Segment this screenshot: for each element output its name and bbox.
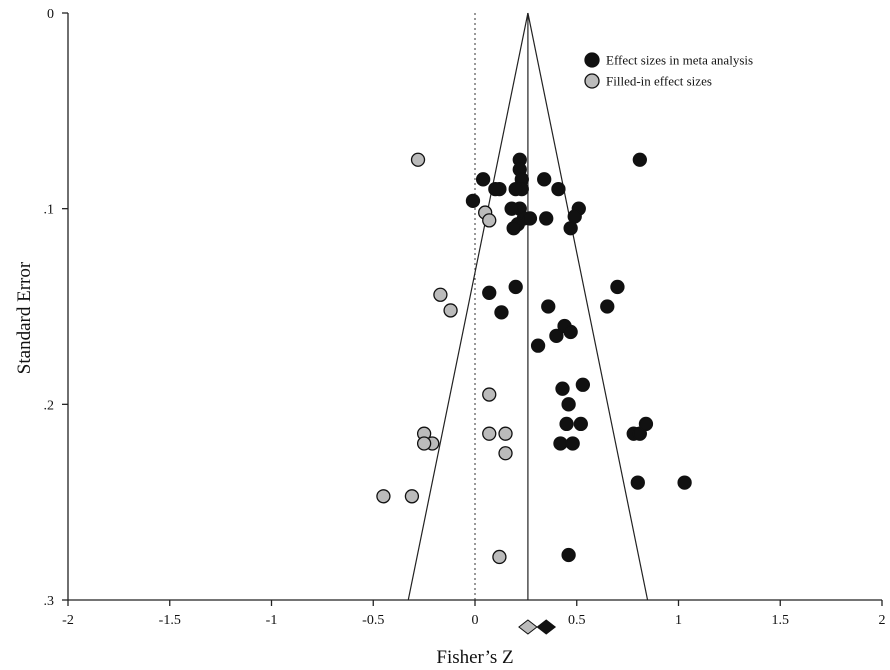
filled-in-effect-point	[498, 426, 513, 441]
legend-label: Filled-in effect sizes	[606, 74, 712, 89]
filled-in-effect-point	[416, 436, 432, 451]
y-axis-title: Standard Error	[14, 261, 35, 374]
meta-analysis-effect-point	[555, 381, 570, 396]
meta-analysis-effect-point	[508, 279, 523, 295]
meta-analysis-effect-point	[551, 181, 566, 197]
meta-analysis-effect-point	[567, 209, 582, 224]
meta-analysis-effect-point	[575, 377, 591, 392]
x-tick-label: 1	[675, 613, 682, 628]
meta-analysis-effect-point	[563, 324, 578, 340]
filled-in-effect-point	[482, 213, 497, 228]
data-points	[376, 152, 692, 565]
x-tick-label: -1.5	[159, 613, 181, 628]
legend-label: Effect sizes in meta analysis	[606, 53, 753, 68]
x-tick-label: 2	[879, 613, 886, 628]
legend-swatch	[584, 73, 600, 89]
meta-analysis-effect-point	[549, 328, 564, 344]
funnel-left-line	[407, 12, 529, 601]
filled-in-effect-point	[433, 287, 448, 302]
meta-analysis-effect-point	[563, 221, 578, 236]
filled-in-effect-point	[404, 489, 420, 504]
filled-in-effect-point	[376, 489, 391, 504]
meta-analysis-effect-point	[494, 305, 509, 320]
meta-analysis-effect-point	[539, 211, 554, 226]
meta-analysis-effect-point	[610, 279, 625, 295]
x-tick-label: 0.5	[568, 613, 586, 628]
meta-analysis-effect-point	[559, 416, 574, 432]
x-axis: -2 -1.5 -1 -0.5 0 0.5 1 1.5 2	[62, 599, 886, 628]
meta-analysis-effect-point	[482, 285, 497, 300]
meta-analysis-effect-point	[630, 475, 645, 490]
summary-markers	[518, 619, 557, 635]
meta-analysis-effect-point	[553, 436, 568, 451]
funnel-right-line	[527, 12, 649, 601]
meta-analysis-effect-point	[677, 475, 692, 490]
filled-in-effect-point	[482, 426, 497, 441]
plot-area	[407, 12, 649, 601]
meta-analysis-effect-point	[561, 547, 576, 563]
filled-in-effect-point	[410, 152, 426, 167]
meta-analysis-effect-point	[565, 436, 580, 451]
filled-in-effect-point	[443, 303, 458, 318]
observed-summary-diamond	[536, 619, 557, 635]
y-axis: 0 .1 .2 .3	[44, 7, 69, 609]
legend: Effect sizes in meta analysis Filled-in e…	[584, 52, 753, 89]
x-tick-label: -1	[266, 613, 278, 628]
x-tick-label: -0.5	[362, 613, 384, 628]
meta-analysis-effect-point	[530, 338, 546, 353]
meta-analysis-effect-point	[504, 201, 519, 216]
y-tick-label: 0	[47, 7, 54, 22]
meta-analysis-effect-point	[488, 181, 503, 197]
meta-analysis-effect-point	[506, 221, 521, 236]
x-tick-label: 1.5	[772, 613, 790, 628]
meta-analysis-effect-point	[508, 181, 523, 197]
legend-swatch	[584, 52, 600, 68]
meta-analysis-effect-point	[541, 299, 556, 314]
filled-in-effect-point	[482, 387, 497, 402]
meta-analysis-effect-point	[638, 416, 654, 432]
meta-analysis-effect-point	[537, 172, 552, 187]
meta-analysis-effect-point	[522, 211, 538, 226]
x-axis-title: Fisher’s Z	[436, 647, 513, 668]
meta-analysis-effect-point	[561, 397, 576, 412]
meta-analysis-effect-point	[632, 152, 647, 167]
meta-analysis-effect-point	[465, 193, 481, 208]
meta-analysis-effect-point	[573, 416, 588, 432]
meta-analysis-effect-point	[600, 299, 615, 314]
x-tick-label: -2	[62, 613, 74, 628]
x-tick-label: 0	[472, 613, 479, 628]
filled-in-effect-point	[492, 549, 507, 565]
y-tick-label: .3	[44, 594, 55, 609]
meta-analysis-effect-point	[475, 172, 491, 187]
adjusted-summary-diamond	[518, 619, 538, 635]
y-tick-label: .2	[44, 398, 55, 413]
y-tick-label: .1	[44, 203, 55, 218]
filled-in-effect-point	[498, 446, 513, 461]
